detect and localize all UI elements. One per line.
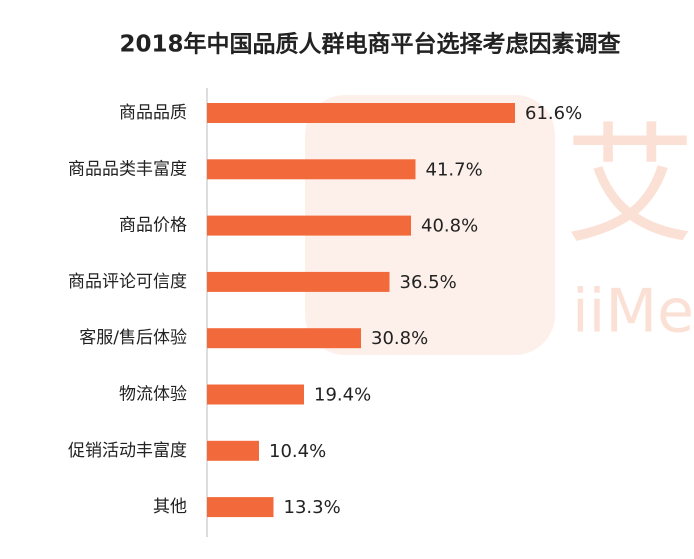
watermark: 艾 xyxy=(565,110,694,262)
chart-title: 2018年中国品质人群电商平台选择考虑因素调查 xyxy=(119,31,620,58)
bar xyxy=(207,497,274,518)
category-label: 商品评论可信度 xyxy=(68,272,187,292)
value-label: 40.8% xyxy=(421,216,478,237)
category-label: 商品品类丰富度 xyxy=(68,159,187,179)
category-label: 客服/售后体验 xyxy=(79,328,187,348)
value-label: 61.6% xyxy=(525,103,582,124)
category-label: 其他 xyxy=(153,497,187,517)
category-label: 物流体验 xyxy=(119,385,187,405)
bar xyxy=(207,440,259,461)
bar xyxy=(207,384,304,405)
bar xyxy=(207,271,390,292)
value-label: 19.4% xyxy=(314,385,371,406)
value-label: 36.5% xyxy=(400,272,457,293)
value-label: 41.7% xyxy=(426,159,483,180)
bar xyxy=(207,103,515,123)
bar xyxy=(207,328,361,349)
value-label: 10.4% xyxy=(269,441,326,462)
value-label: 13.3% xyxy=(284,497,341,518)
category-label: 促销活动丰富度 xyxy=(68,441,187,461)
category-label: 商品品质 xyxy=(119,103,187,123)
category-label: 商品价格 xyxy=(119,216,187,236)
watermark: iiMe xyxy=(572,277,694,347)
value-label: 30.8% xyxy=(371,328,428,349)
bar xyxy=(207,159,416,180)
bar xyxy=(207,215,411,236)
